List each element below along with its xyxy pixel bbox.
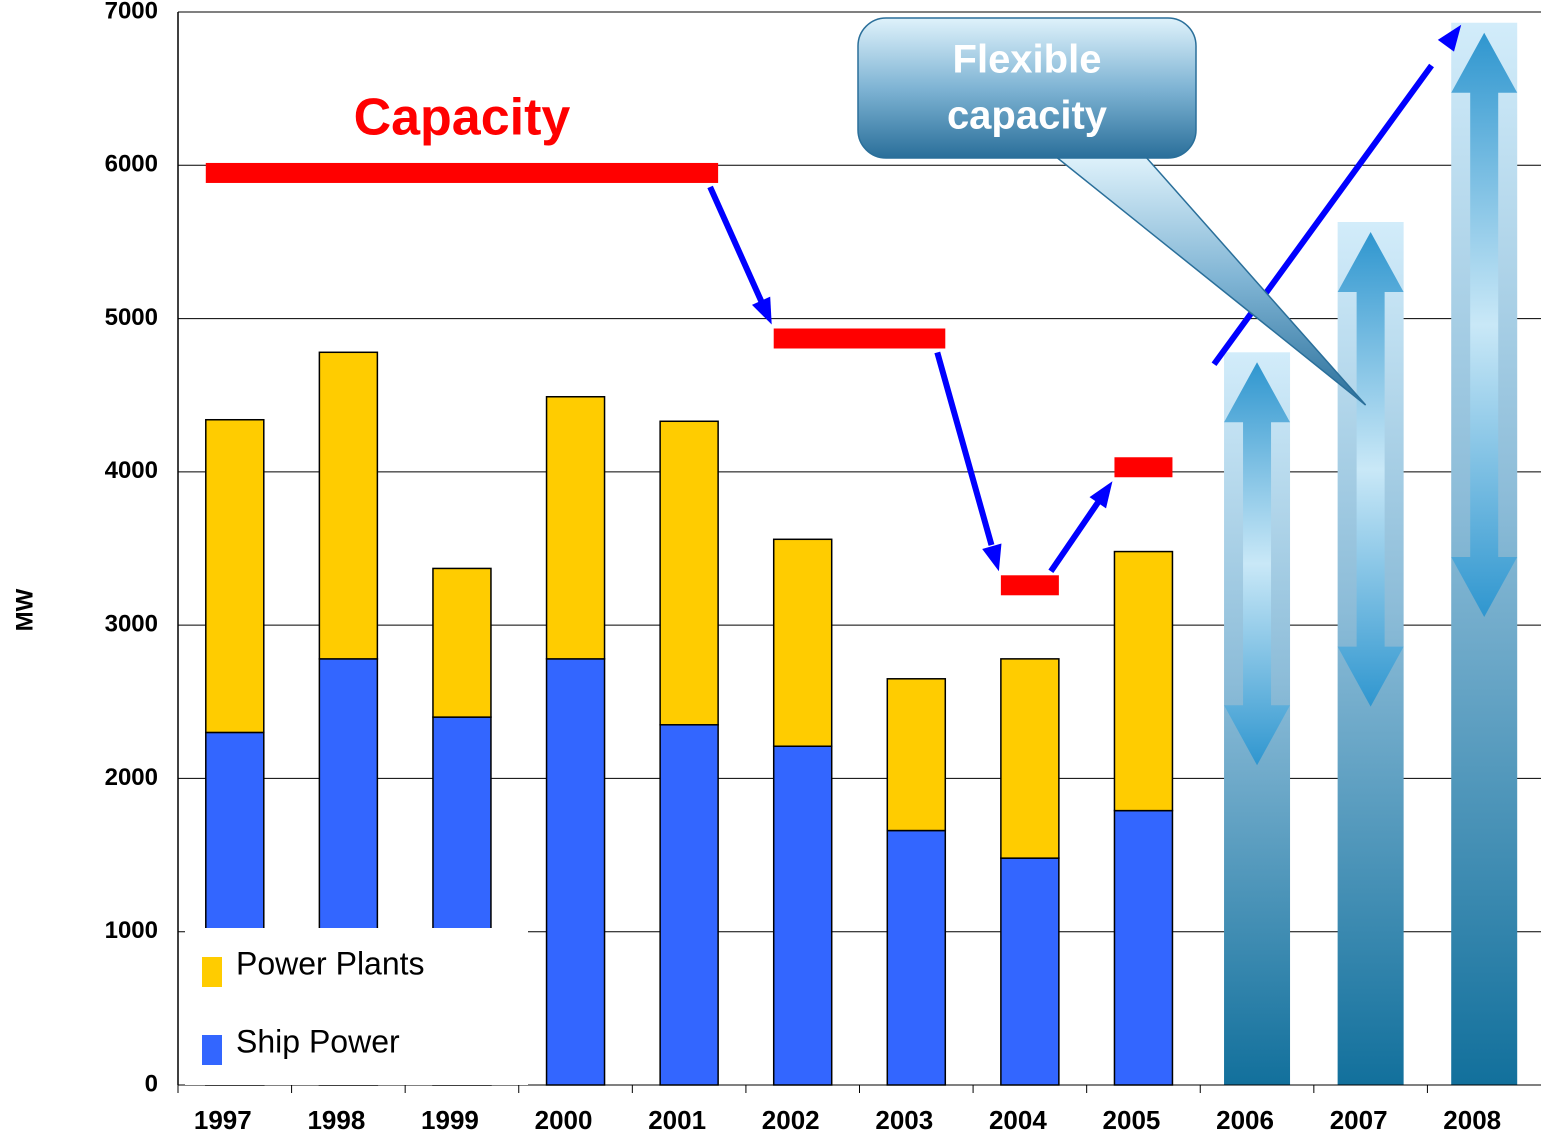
bar-segment (887, 679, 945, 831)
y-tick-label: 3000 (105, 610, 158, 637)
y-tick-label: 4000 (105, 457, 158, 484)
chart: MW 0 1000 2000 3000 4000 5000 6000 7000 Capacity… (0, 0, 1541, 1142)
bar-segment (660, 421, 718, 725)
x-tick-label: 1999 (421, 1105, 479, 1135)
capacity-level (1114, 457, 1172, 477)
bar-segment (774, 746, 832, 1085)
trend-arrow (937, 352, 991, 545)
capacity-label: Capacity (354, 89, 571, 147)
bar-segment (1001, 659, 1059, 858)
x-tick-label: 2003 (875, 1105, 933, 1135)
y-tick-label: 7000 (105, 0, 158, 24)
y-tick-label: 1000 (105, 917, 158, 944)
x-tick-label: 2006 (1216, 1105, 1274, 1135)
bar-segment (774, 539, 832, 746)
legend-label: Ship Power (236, 1023, 400, 1059)
callout-label: capacity (947, 94, 1108, 138)
y-tick-label: 2000 (105, 764, 158, 791)
bar-segment (319, 352, 377, 659)
x-tick-label: 2004 (989, 1105, 1047, 1135)
x-tick-label: 1997 (194, 1105, 252, 1135)
x-tick-label: 2008 (1443, 1105, 1501, 1135)
bar-segment (1114, 811, 1172, 1085)
bar-segment (547, 397, 605, 659)
bar-segment (547, 659, 605, 1085)
callout-pointer (1055, 156, 1366, 405)
trend-arrow-head (982, 544, 1001, 572)
x-tick-label: 2007 (1330, 1105, 1388, 1135)
trend-arrow (1051, 492, 1105, 571)
capacity-level (1001, 575, 1059, 595)
bar-segment (1001, 858, 1059, 1085)
legend-swatch (202, 1035, 222, 1065)
x-tick-label: 1998 (307, 1105, 365, 1135)
legend-label: Power Plants (236, 945, 425, 981)
y-axis-title: MW (11, 588, 38, 631)
bar-segment (887, 831, 945, 1085)
bar-segment (206, 420, 264, 733)
x-tick-label: 2000 (535, 1105, 593, 1135)
y-tick-label: 0 (145, 1070, 158, 1097)
bar-segment (1114, 552, 1172, 811)
callout-label: Flexible (953, 38, 1102, 82)
bar-segment (660, 725, 718, 1085)
trend-arrow (710, 187, 764, 308)
capacity-level (774, 328, 946, 348)
x-tick-label: 2005 (1103, 1105, 1161, 1135)
x-tick-label: 2002 (762, 1105, 820, 1135)
y-tick-label: 6000 (105, 151, 158, 178)
capacity-level (206, 163, 718, 183)
bar-segment (433, 568, 491, 717)
trend-arrow-head (1090, 481, 1113, 508)
trend-arrow-head (752, 297, 772, 325)
y-tick-label: 5000 (105, 304, 158, 331)
x-tick-label: 2001 (648, 1105, 706, 1135)
legend-swatch (202, 957, 222, 987)
